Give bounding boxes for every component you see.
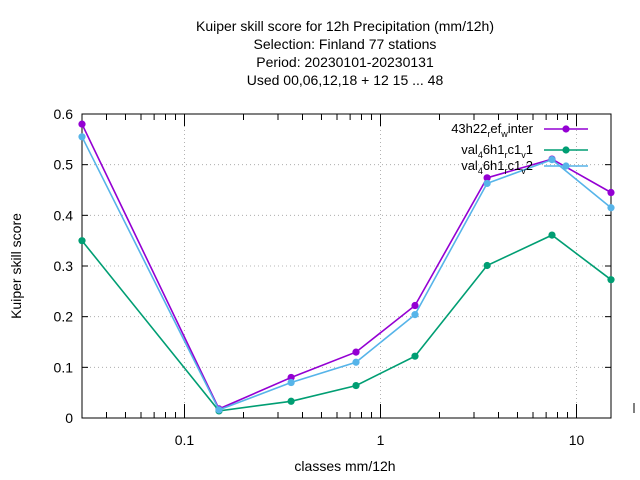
data-point	[411, 301, 419, 310]
data-point	[352, 348, 360, 356]
data-point	[483, 261, 491, 270]
data-point	[548, 156, 556, 164]
x-axis-label: classes mm/12h	[294, 458, 395, 474]
x-tick-label: 10	[569, 432, 585, 448]
data-point	[411, 352, 419, 360]
title-line-4: Used 00,06,12,18 + 12 15 ... 48	[247, 72, 444, 88]
y-tick-label: 0.4	[54, 207, 74, 223]
y-tick-label: 0	[65, 410, 73, 426]
legend-entry-1: 43h22refwinter	[451, 121, 588, 139]
data-point	[607, 188, 615, 197]
series-line	[81, 123, 612, 410]
data-point	[78, 133, 86, 141]
axis-ticks: 0 0.1 0.2 0.3 0.4 0.5 0.6 0.1 1 10	[54, 106, 635, 448]
data-series	[78, 120, 615, 415]
series-2	[78, 231, 615, 415]
data-point	[548, 231, 556, 239]
data-point	[607, 276, 615, 284]
data-point	[352, 381, 360, 390]
series-line	[81, 234, 612, 412]
y-tick-label: 0.5	[54, 157, 74, 173]
data-point	[352, 358, 360, 366]
x-tick-label: 0.1	[175, 432, 195, 448]
data-point	[483, 179, 491, 188]
grid-lines	[82, 114, 611, 418]
legend-entry-3: val46h1rc1v2	[461, 158, 588, 176]
data-point	[78, 237, 86, 245]
legend-label: 43h22refwinter	[451, 121, 533, 139]
y-tick-label: 0.1	[54, 359, 74, 375]
y-tick-label: 0.3	[54, 258, 74, 274]
series-3	[78, 133, 615, 414]
legend-marker	[562, 162, 570, 170]
x-tick-label: 1	[377, 432, 385, 448]
legend-label: val46h1rc1v1	[461, 142, 533, 160]
data-point	[287, 373, 295, 382]
title-line-2: Selection: Finland 77 stations	[254, 36, 437, 52]
data-point	[411, 311, 419, 319]
title-line-3: Period: 20230101-20230131	[256, 54, 434, 70]
y-tick-label: 0.6	[54, 106, 74, 122]
legend-marker	[562, 125, 570, 133]
y-axis-label: Kuiper skill score	[8, 213, 24, 319]
data-point	[78, 120, 86, 128]
series-line	[81, 136, 612, 411]
title-line-1: Kuiper skill score for 12h Precipitation…	[196, 18, 494, 34]
data-point	[215, 406, 223, 414]
data-point	[483, 174, 491, 182]
data-point	[287, 397, 295, 405]
data-point	[287, 378, 295, 387]
chart-title: Kuiper skill score for 12h Precipitation…	[196, 18, 494, 88]
y-tick-label: 0.2	[54, 309, 74, 325]
legend-label: val46h1rc1v2	[461, 158, 533, 176]
legend-entry-2: val46h1rc1v1	[461, 142, 588, 160]
legend-marker	[562, 146, 570, 154]
data-point	[607, 204, 615, 212]
